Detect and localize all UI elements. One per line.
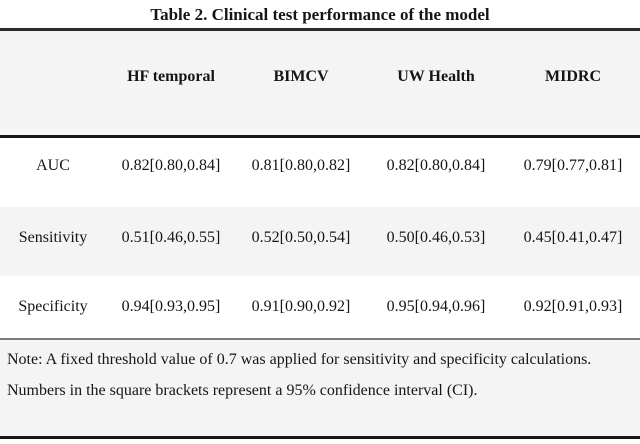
specificity-uw-health-value: 0.95[0.94,0.96] — [386, 298, 486, 315]
row-label-auc: AUC — [36, 157, 70, 174]
bottom-margin — [0, 439, 640, 444]
auc-hf-temporal-value: 0.82[0.80,0.84] — [121, 157, 221, 174]
column-header-hf-temporal: HF temporal — [127, 68, 215, 85]
bottom-border-rule — [0, 436, 640, 439]
row-label-sensitivity: Sensitivity — [18, 228, 88, 246]
specificity-bimcv-value: 0.91[0.90,0.92] — [251, 298, 351, 315]
table-row-sensitivity: Sensitivity 0.51[0.46,0.55] 0.52[0.50,0.… — [0, 207, 640, 276]
column-header-uw-health: UW Health — [397, 68, 475, 85]
sensitivity-bimcv-value: 0.52[0.50,0.54] — [251, 228, 351, 246]
sensitivity-uw-health-value: 0.50[0.46,0.53] — [386, 228, 486, 246]
header-divider-rule — [0, 135, 640, 138]
row-label-specificity: Specificity — [18, 298, 88, 315]
top-border-rule — [0, 28, 640, 31]
specificity-midrc-value: 0.92[0.91,0.93] — [523, 298, 623, 315]
table-note: Note: A fixed threshold value of 0.7 was… — [0, 340, 640, 436]
column-header-bimcv: BIMCV — [273, 68, 329, 85]
specificity-hf-temporal-value: 0.94[0.93,0.95] — [121, 298, 221, 315]
note-divider-rule — [0, 338, 640, 340]
header-spacer-cell — [0, 77, 106, 89]
sensitivity-hf-temporal-value: 0.51[0.46,0.55] — [121, 228, 221, 246]
auc-midrc-value: 0.79[0.77,0.81] — [523, 157, 623, 174]
sensitivity-midrc-value: 0.45[0.41,0.47] — [523, 228, 623, 246]
table-header-row: HF temporal BIMCV UW Health MIDRC — [0, 31, 640, 135]
table-caption: Table 2. Clinical test performance of th… — [150, 5, 490, 24]
auc-uw-health-value: 0.82[0.80,0.84] — [386, 157, 486, 174]
auc-bimcv-value: 0.81[0.80,0.82] — [251, 157, 351, 174]
table-row-specificity: Specificity 0.94[0.93,0.95] 0.91[0.90,0.… — [0, 276, 640, 338]
column-header-midrc: MIDRC — [545, 68, 601, 85]
table-row-auc: AUC 0.82[0.80,0.84] 0.81[0.80,0.82] 0.82… — [0, 138, 640, 207]
